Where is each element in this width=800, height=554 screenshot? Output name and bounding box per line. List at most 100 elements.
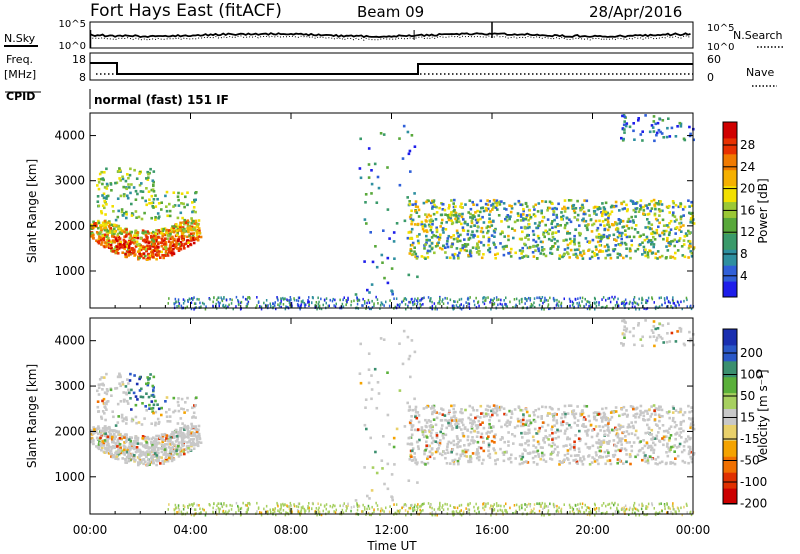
velocity-cell [100,415,103,419]
velocity-cell [612,411,616,414]
power-cell [424,224,427,228]
velocity-cell [99,442,102,445]
power-cell [492,299,494,302]
power-cell [151,179,155,182]
velocity-cell [141,437,144,440]
velocity-cell [432,439,435,443]
power-cell [122,185,125,189]
velocity-cell [665,445,669,448]
power-cell [428,244,432,248]
power-cell [606,228,610,232]
velocity-cell [477,507,479,510]
power-cell [100,228,103,232]
power-cell [598,236,602,240]
power-cell [582,217,585,221]
power-cell [235,305,237,308]
power-cell [637,303,640,307]
power-cell [560,304,563,308]
power-cell [564,207,567,210]
velocity-cell [509,460,513,464]
power-cell [488,225,492,229]
velocity-cell [447,424,451,427]
velocity-cell [165,410,168,414]
velocity-cell [163,443,167,446]
velocity-cell [182,504,185,507]
velocity-cell [475,453,478,456]
power-cell [146,244,149,248]
power-cell [430,247,434,251]
velocity-cell [517,419,520,423]
power-cell [389,299,391,302]
velocity-cell [452,407,455,411]
power-cell [475,229,479,233]
y-tick-label: 4000 [54,129,85,143]
power-cell [519,219,523,222]
velocity-cell [181,422,184,425]
power-cell [103,219,107,223]
power-cell [399,303,401,306]
velocity-cell [593,417,596,421]
power-cell [658,255,662,259]
velocity-cell [434,440,438,443]
power-cell [376,298,379,301]
power-cell [170,253,174,257]
velocity-cell [91,432,95,435]
velocity-cell [476,430,480,434]
velocity-cell [345,509,347,513]
power-cell [486,203,490,207]
power-cell [427,213,430,217]
power-cell [689,132,692,136]
power-cell [672,299,674,303]
velocity-cell [538,502,540,506]
power-cell [668,211,671,214]
power-cell [417,300,419,303]
velocity-cell [172,443,176,446]
power-cell [343,296,345,299]
power-cell [509,300,511,304]
power-cell [525,214,529,217]
power-cell [555,213,558,217]
power-cell [489,210,492,213]
power-cell [199,301,201,305]
velocity-cell [553,424,556,427]
power-cell [279,302,281,305]
power-cell [480,226,484,230]
velocity-cell [473,420,476,424]
velocity-cell [115,455,119,459]
power-cell [382,229,385,232]
power-cell [563,297,565,301]
velocity-cell [411,447,415,450]
power-cell [674,232,677,235]
power-cell [617,218,621,221]
velocity-cell [187,505,189,508]
velocity-cell [160,437,163,440]
power-cell [649,239,653,242]
power-cell [123,211,126,215]
velocity-cell [476,449,479,453]
power-cell [587,300,590,304]
freq-unit-label: [MHz] [4,68,36,81]
power-cell [155,257,158,261]
velocity-cell [96,400,100,403]
power-cell [239,301,242,305]
power-cell [529,298,531,302]
power-cell [656,250,660,253]
velocity-cell [170,433,173,436]
power-cell [643,251,646,254]
power-cell [297,304,300,307]
power-cell [185,230,188,233]
velocity-cell [97,393,101,396]
velocity-cell [350,506,353,509]
velocity-cell [553,447,557,451]
velocity-cell [117,430,121,433]
velocity-cell [484,505,486,508]
power-cell [658,214,661,217]
power-cell [496,208,499,211]
velocity-cell [492,508,494,512]
power-cell [198,298,200,301]
velocity-cell [456,437,459,440]
power-cell [188,224,192,228]
velocity-cell [630,421,633,424]
power-cell [572,203,576,207]
velocity-cell [614,406,618,409]
